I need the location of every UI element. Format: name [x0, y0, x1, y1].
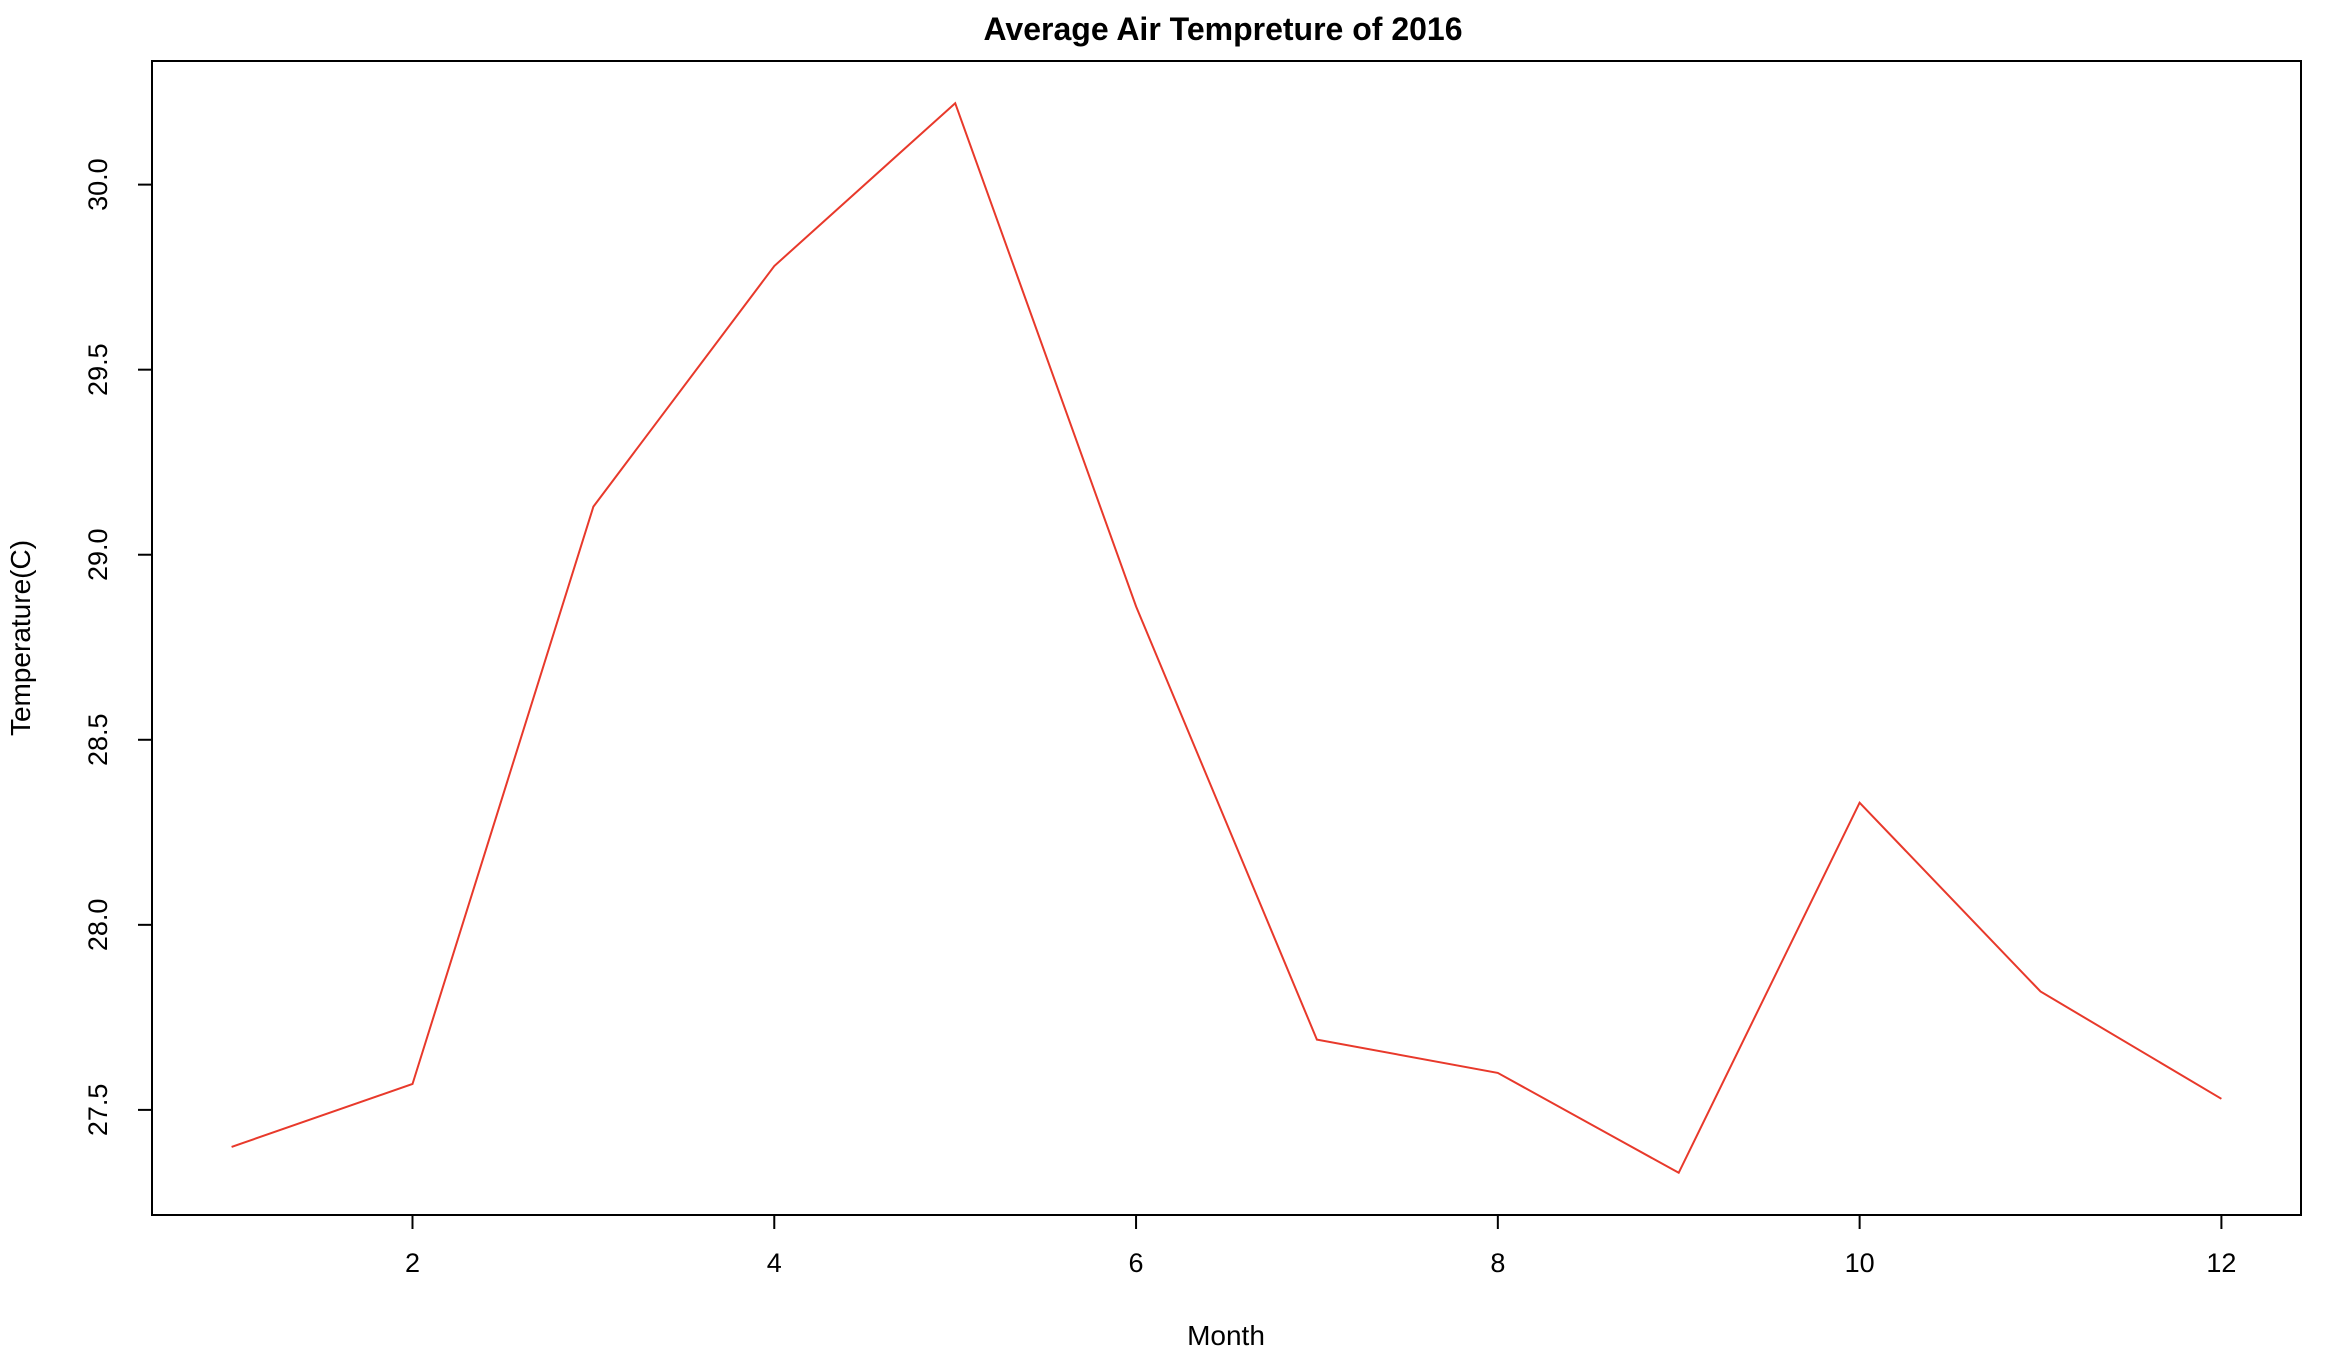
x-tick-label: 4 [767, 1248, 782, 1278]
chart-title: Average Air Tempreture of 2016 [984, 11, 1463, 47]
series-line [231, 101, 2222, 1175]
series-layer [231, 101, 2222, 1175]
x-tick-label: 8 [1490, 1248, 1505, 1278]
y-tick-label: 28.0 [83, 899, 113, 952]
y-tick-label: 30.0 [83, 158, 113, 211]
y-tick-label: 29.5 [83, 343, 113, 396]
y-tick-label: 27.5 [83, 1084, 113, 1137]
y-axis-label: Temperature(C) [5, 540, 36, 736]
plot-area-box [151, 60, 2302, 1216]
y-tick-label: 28.5 [83, 713, 113, 766]
x-axis: 2 4 6 8 10 12 [405, 1214, 2236, 1278]
y-axis: 27.5 28.0 28.5 29.0 29.5 30.0 [83, 158, 153, 1137]
y-tick-label: 29.0 [83, 528, 113, 581]
x-tick-label: 12 [2206, 1248, 2236, 1278]
x-tick-label: 10 [1845, 1248, 1875, 1278]
x-tick-label: 2 [405, 1248, 420, 1278]
x-axis-label: Month [1187, 1320, 1265, 1351]
x-tick-label: 6 [1129, 1248, 1144, 1278]
